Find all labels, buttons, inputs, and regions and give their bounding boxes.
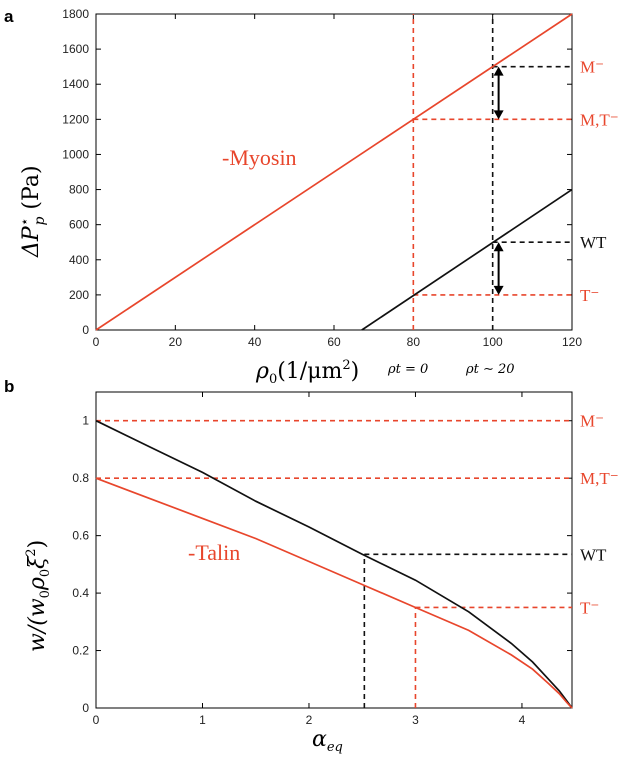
side-label: WT [580, 233, 607, 252]
x-tick-label: 0 [93, 335, 100, 349]
y-tick-label: 0.6 [72, 529, 89, 543]
y-tick-label: 1800 [62, 7, 89, 21]
panel-a-ylabel: ΔP⋆p (Pa) [17, 165, 48, 258]
series-line [361, 188, 573, 331]
series-line [95, 419, 573, 709]
panel-b: b 0 1 2 3 4 0 0.2 0.4 0.6 0.8 1 M⁻ M,T⁻ WT T⁻ -Talin w… [4, 377, 619, 755]
y-tick-label: 1 [82, 414, 89, 428]
x-tick-label: 3 [412, 713, 419, 727]
arrow-head-up [493, 242, 504, 252]
x-tick-label: 2 [306, 713, 313, 727]
y-tick-label: 0.8 [72, 471, 89, 485]
side-label: T⁻ [580, 286, 599, 305]
panel-b-xlabel: αeq [312, 727, 343, 755]
x-tick-label: 0 [93, 713, 100, 727]
y-tick-label: 0 [82, 323, 89, 337]
y-tick-label: 0.2 [72, 644, 89, 658]
series-line [95, 13, 573, 331]
y-tick-label: 800 [69, 183, 89, 197]
side-label: M,T⁻ [580, 110, 619, 129]
arrow-head-down [493, 110, 504, 120]
series-line [95, 477, 573, 709]
x-tick-label: 4 [519, 713, 526, 727]
y-tick-label: 1600 [62, 42, 89, 56]
rho-t-zero-note: ρt = 0 [387, 362, 428, 377]
panel-a-marks: 0 20 40 60 80 100 1200200400600800100012001400… [62, 7, 618, 349]
x-tick-label: 40 [248, 335, 262, 349]
panel-a-xlabel: ρ0(1/μm2) [255, 358, 359, 387]
rho-t-twenty-note: ρt ∼ 20 [465, 362, 515, 377]
plot-frame [95, 391, 573, 709]
x-tick-label: 100 [483, 335, 503, 349]
x-tick-label: 60 [327, 335, 341, 349]
x-tick-label: 120 [562, 335, 582, 349]
panel-a: a 0 20 40 60 80 100 12002004006008001000120014… [4, 7, 619, 387]
y-tick-label: 1400 [62, 77, 89, 91]
panel-letter-b: b [4, 377, 14, 396]
y-tick-label: 400 [69, 253, 89, 267]
side-label: WT [580, 545, 607, 564]
x-tick-label: 80 [407, 335, 421, 349]
arrow-head-up [493, 66, 504, 76]
y-tick-label: 200 [69, 288, 89, 302]
x-tick-label: 20 [169, 335, 183, 349]
panel-letter-a: a [4, 7, 14, 26]
y-tick-label: 0 [82, 701, 89, 715]
y-tick-label: 600 [69, 218, 89, 232]
panel-b-ylabel: w/(w0ρ0ξ2) [24, 540, 53, 652]
myosin-annotation: -Myosin [222, 145, 297, 170]
panel-b-marks: 0 1 2 3 4 0 0.2 0.4 0.6 0.8 1 M⁻ M,T⁻ WT T⁻ [72, 391, 619, 727]
side-label: M⁻ [580, 58, 604, 77]
y-tick-label: 1200 [62, 112, 89, 126]
side-label: T⁻ [580, 598, 599, 617]
arrow-head-down [493, 285, 504, 295]
talin-annotation: -Talin [188, 540, 240, 565]
y-tick-label: 0.4 [72, 586, 89, 600]
side-label: M,T⁻ [580, 469, 619, 488]
side-label: M⁻ [580, 412, 604, 431]
x-tick-label: 1 [199, 713, 206, 727]
y-tick-label: 1000 [62, 147, 89, 161]
